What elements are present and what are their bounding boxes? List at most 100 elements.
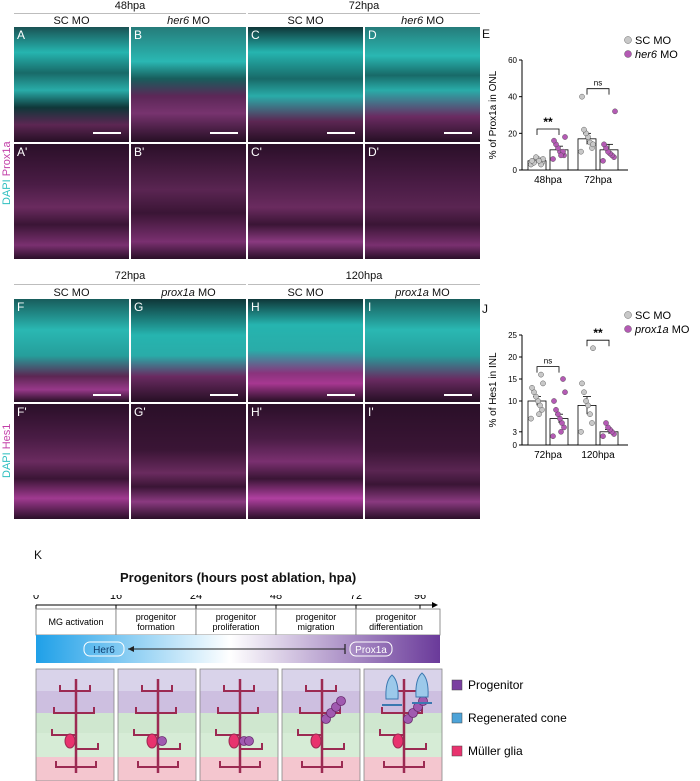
y-axis-label: % of Hes1 in INL	[488, 352, 499, 427]
y-tick-label: 10	[508, 397, 517, 406]
data-point	[528, 415, 534, 422]
legend-marker	[624, 325, 632, 333]
data-point	[533, 154, 539, 160]
mo-suffix: MO	[423, 15, 444, 27]
muller-glia-branch	[299, 707, 322, 714]
data-point	[578, 429, 584, 435]
scale-bar	[444, 132, 472, 134]
col-header-her6-mo-d: her6 MO	[365, 15, 480, 27]
micrograph-D-prime: D'	[365, 144, 480, 259]
scale-bar	[93, 394, 121, 396]
muller-glia-cell	[228, 733, 240, 749]
panel-letter-J: J	[482, 302, 488, 316]
data-point	[551, 137, 557, 144]
legend-marker	[624, 50, 632, 58]
muller-glia-branch	[158, 707, 177, 714]
timeline-tick-label: 72	[350, 595, 362, 602]
group-label-72hpa-bottom: 72hpa	[114, 270, 146, 282]
muller-glia-branch	[76, 761, 97, 768]
data-point	[600, 433, 606, 439]
panel-label: D	[368, 28, 377, 42]
micrograph-D: D	[365, 27, 480, 142]
data-point	[578, 148, 584, 155]
legend-label: Progenitor	[468, 678, 523, 692]
legend-suffix: MO	[657, 49, 678, 61]
muller-glia-branch	[240, 743, 263, 750]
significance-bracket	[586, 88, 610, 95]
x-tick-label: 72hpa	[584, 175, 612, 186]
progenitor-cell	[157, 736, 167, 746]
data-point	[603, 420, 609, 426]
legend-swatch	[451, 745, 463, 757]
y-tick-label: 3	[513, 428, 518, 437]
retina-frame	[35, 668, 115, 781]
stage-label: formation	[137, 622, 175, 632]
muller-glia-branch	[383, 761, 404, 768]
stage-label: progenitor	[296, 612, 337, 622]
data-point	[579, 93, 585, 100]
muller-glia-branch	[158, 685, 173, 692]
stage-label: progenitor	[136, 612, 177, 622]
col-header-her6-mo-b: her6 MO	[131, 15, 246, 27]
panel-label: B	[134, 28, 143, 42]
stain-dapi: DAPI	[1, 179, 13, 205]
data-point	[562, 134, 568, 140]
data-point	[529, 158, 535, 164]
y-tick-label: 60	[508, 56, 517, 65]
legend-label: Müller glia	[468, 744, 523, 758]
x-tick-label: 120hpa	[581, 450, 615, 461]
data-point	[536, 411, 542, 417]
gene-name: prox1a	[395, 287, 429, 299]
significance-label: **	[593, 326, 603, 340]
prox1a-box	[349, 641, 393, 657]
mo-suffix: MO	[194, 287, 216, 299]
retina-frame	[117, 668, 197, 781]
muller-glia-branch	[55, 761, 76, 768]
stage-box	[355, 608, 441, 636]
progenitor-cell	[418, 696, 428, 706]
schematic-title: Progenitors (hours post ablation, hpa)	[120, 570, 357, 585]
stain-dapi: DAPI	[1, 452, 13, 478]
micrograph-B: B	[131, 27, 246, 142]
timeline-tick-label: 96	[414, 595, 426, 602]
muller-glia-branch	[76, 685, 91, 692]
y-tick-label: 25	[508, 331, 517, 340]
retina-frame	[281, 668, 361, 781]
legend-label: Regenerated cone	[468, 711, 567, 725]
panel-letter-E: E	[482, 27, 491, 41]
data-point	[538, 371, 544, 378]
scale-bar	[327, 394, 355, 396]
timeline-arrow	[432, 602, 438, 608]
timeline-tick-label: 0	[33, 595, 39, 602]
muller-glia-cell	[64, 733, 76, 749]
muller-glia-branch	[381, 707, 404, 714]
muller-glia-branch	[240, 761, 261, 768]
x-tick-label: 72hpa	[534, 450, 562, 461]
scale-bar	[327, 132, 355, 134]
micrograph-F-prime: F'	[14, 404, 129, 519]
muller-glia-branch	[404, 743, 427, 750]
micrograph-F: F	[14, 299, 129, 402]
data-point	[581, 126, 587, 133]
group-divider-72-bottom	[14, 284, 246, 285]
y-tick-label: 0	[513, 166, 518, 175]
legend-gene: prox1a	[634, 324, 669, 336]
panel-label: G	[134, 300, 144, 314]
chart-J: 0 3 10 15 20 25 % of Hes1 in INL 72hpa ns 120hpa *…	[488, 310, 690, 461]
muller-glia-branch	[158, 761, 179, 768]
col-header-prox1a-mo-g: prox1a MO	[131, 287, 246, 299]
micrograph-H: H	[248, 299, 363, 402]
gene-name: her6	[401, 15, 424, 27]
data-point	[558, 429, 564, 435]
group-divider-120	[248, 284, 480, 285]
muller-glia-branch	[219, 761, 240, 768]
panel-label: C	[251, 28, 260, 42]
muller-glia-branch	[135, 707, 158, 714]
panel-label: A	[17, 28, 26, 42]
inhibition-arrow	[128, 646, 134, 652]
scale-bar	[444, 394, 472, 396]
data-point	[612, 108, 618, 115]
stain-label-hes1: DAPI Hes1	[1, 424, 13, 478]
micrograph-H-prime: H'	[248, 404, 363, 519]
col-header-sc-mo-a: SC MO	[53, 15, 90, 27]
